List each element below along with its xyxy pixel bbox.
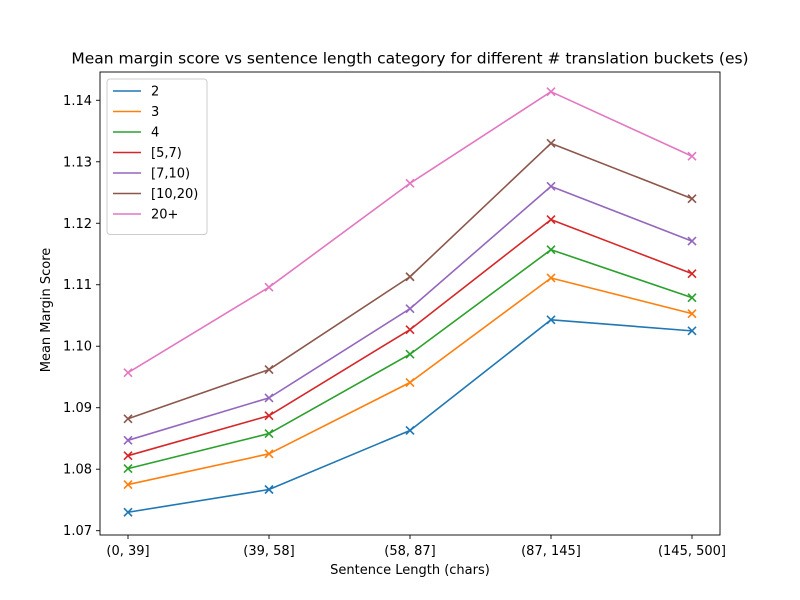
x-tick-label: (87, 145]: [521, 544, 581, 559]
data-point-marker: [264, 449, 274, 459]
data-point-marker: [687, 269, 697, 279]
data-point-marker: [264, 484, 274, 495]
x-tick-label: (39, 58]: [243, 544, 295, 559]
series-line: [127, 185, 693, 442]
series-6: [123, 87, 697, 378]
legend-label: [10,20): [151, 187, 198, 202]
legend-label: 3: [151, 105, 159, 120]
x-tick-label: (0, 39]: [106, 544, 149, 559]
series-4: [123, 181, 697, 445]
series-line: [127, 248, 693, 470]
data-point-marker: [405, 304, 415, 314]
y-axis-label: Mean Margin Score: [39, 248, 54, 373]
y-tick-label: 1.13: [63, 155, 92, 170]
x-axis-label: Sentence Length (chars): [330, 563, 490, 578]
series-line: [127, 318, 693, 514]
data-point-marker: [123, 480, 133, 490]
data-point-marker: [123, 435, 133, 445]
data-point-marker: [687, 309, 697, 319]
data-point-marker: [264, 393, 274, 403]
legend-label: [7,10): [151, 167, 190, 182]
x-tick-label: (145, 500]: [658, 544, 726, 559]
legend-label: [5,7): [151, 146, 182, 161]
data-point-marker: [687, 326, 697, 336]
plot-area: (0, 39] (39, 58] (58, 87] (87, 145] (145, 50…: [63, 71, 726, 559]
legend-label: 4: [151, 126, 159, 141]
data-point-marker: [123, 368, 133, 378]
data-point-marker: [264, 282, 274, 292]
data-point-marker: [687, 293, 697, 303]
series-0: [123, 315, 697, 517]
data-point-marker: [546, 215, 556, 225]
y-tick-label: 1.08: [63, 463, 92, 478]
data-point-marker: [546, 315, 556, 325]
data-point-marker: [405, 178, 415, 188]
data-point-marker: [546, 87, 556, 97]
y-tick-label: 1.12: [63, 217, 92, 232]
legend-label: 2: [151, 85, 159, 100]
data-point-marker: [264, 411, 274, 421]
data-point-marker: [405, 377, 415, 388]
data-point-marker: [123, 451, 133, 461]
data-point-marker: [264, 365, 274, 375]
series-line: [127, 142, 693, 420]
y-tick-label: 1.07: [63, 524, 92, 539]
data-point-marker: [405, 325, 415, 335]
series-line: [127, 218, 693, 457]
data-point-marker: [546, 138, 556, 148]
data-point-marker: [687, 236, 697, 246]
data-point-marker: [546, 245, 556, 255]
y-tick-label: 1.14: [63, 94, 92, 109]
legend: 2 3 4 [5,7) [7,10) [10,20) 20+: [106, 78, 208, 235]
series-2: [123, 245, 697, 474]
series-3: [123, 215, 697, 461]
y-tick-label: 1.09: [63, 401, 92, 416]
data-point-marker: [687, 194, 697, 204]
y-tick-label: 1.10: [63, 340, 92, 355]
data-point-marker: [264, 428, 274, 439]
chart-title: Mean margin score vs sentence length cat…: [71, 50, 748, 68]
data-point-marker: [123, 414, 133, 424]
data-point-marker: [123, 464, 133, 474]
series-5: [123, 138, 697, 424]
legend-box: [106, 78, 208, 235]
legend-label: 20+: [151, 208, 178, 223]
data-point-marker: [405, 349, 415, 359]
y-tick-label: 1.11: [63, 278, 92, 293]
data-point-marker: [405, 272, 415, 282]
data-point-marker: [123, 507, 133, 517]
data-point-marker: [546, 181, 556, 191]
x-tick-label: (58, 87]: [384, 544, 436, 559]
data-point-marker: [405, 425, 415, 436]
data-point-marker: [687, 151, 697, 161]
data-point-marker: [546, 273, 556, 283]
series-1: [123, 273, 697, 490]
